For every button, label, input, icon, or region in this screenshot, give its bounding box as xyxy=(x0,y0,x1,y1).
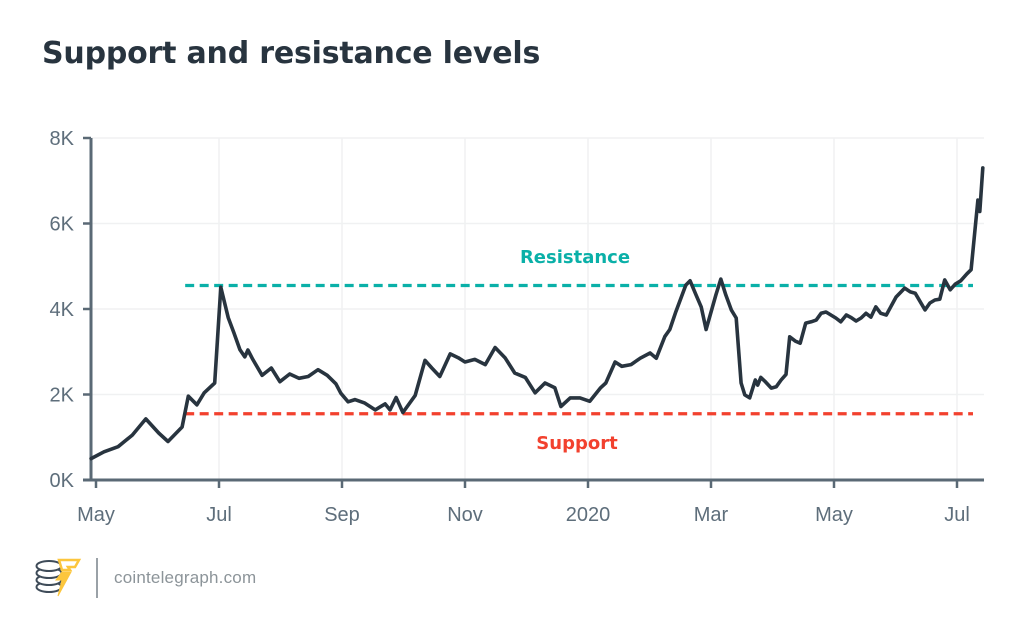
support-line-label: Support xyxy=(536,433,618,454)
x-tick-label: Jul xyxy=(206,504,232,526)
x-tick-label: Nov xyxy=(447,504,483,526)
coin-stack-icon xyxy=(35,560,63,593)
footer-site-text: cointelegraph.com xyxy=(114,568,257,587)
footer: cointelegraph.com xyxy=(34,556,256,600)
y-tick-label: 2K xyxy=(50,385,75,407)
x-tick-label: May xyxy=(77,504,115,526)
page-title: Support and resistance levels xyxy=(42,36,541,71)
footer-divider xyxy=(96,558,98,598)
x-tick-label: 2020 xyxy=(566,504,611,526)
x-tick-label: Sep xyxy=(324,504,360,526)
x-tick-label: May xyxy=(815,504,853,526)
x-tick-label: Jul xyxy=(944,504,970,526)
price-line-series xyxy=(89,166,985,461)
x-tick-label: Mar xyxy=(694,504,729,526)
resistance-line-label: Resistance xyxy=(519,247,631,268)
y-tick-label: 4K xyxy=(50,299,75,321)
cointelegraph-logo xyxy=(35,558,82,597)
y-tick-label: 0K xyxy=(50,470,75,492)
lightning-bolt-icon xyxy=(55,558,82,597)
y-tick-label: 6K xyxy=(50,214,75,236)
y-tick-label: 8K xyxy=(50,128,75,150)
